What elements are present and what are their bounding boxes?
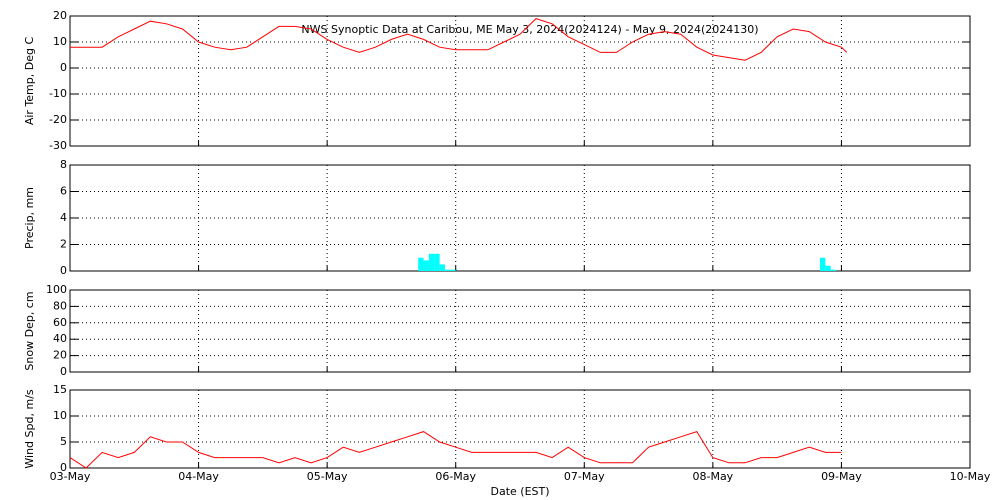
y-tick-label: 2 (60, 238, 67, 251)
bar (423, 260, 429, 271)
plot-frame (69, 389, 971, 469)
y-tick-label: 80 (53, 299, 67, 312)
x-tick-label: 04-May (178, 470, 219, 483)
y-tick-label: -10 (49, 87, 67, 100)
plot-frame (69, 15, 971, 147)
plot-frame (69, 289, 971, 373)
bar (820, 257, 826, 271)
plot-frame (69, 164, 971, 272)
x-tick-label: 06-May (435, 470, 476, 483)
data-line (70, 18, 848, 61)
y-axis-label: Air Temp, Deg C (23, 37, 36, 126)
x-tick-label: 03-May (50, 470, 91, 483)
bar (428, 253, 435, 271)
bar (418, 257, 424, 271)
y-tick-label: 40 (53, 332, 67, 345)
y-axis-label: Snow Dep, cm (23, 291, 36, 370)
y-tick-label: 15 (53, 383, 67, 396)
y-tick-label: 0 (60, 365, 67, 378)
bar (830, 269, 837, 271)
bar (445, 269, 451, 271)
y-tick-label: 0 (60, 264, 67, 277)
x-tick-label: 10-May (950, 470, 991, 483)
y-tick-label: -30 (49, 139, 67, 152)
bar (439, 264, 445, 271)
x-tick-label: 07-May (564, 470, 605, 483)
y-tick-label: 0 (60, 61, 67, 74)
data-line (69, 431, 842, 469)
x-axis-label: Date (EST) (490, 485, 549, 498)
bar (434, 253, 440, 271)
y-axis-label: Wind Spd, m/s (23, 389, 36, 469)
y-tick-label: 20 (53, 9, 67, 22)
y-tick-label: 20 (53, 349, 67, 362)
y-tick-label: 10 (53, 35, 67, 48)
y-axis-label: Precip, mm (23, 187, 36, 249)
x-tick-label: 09-May (821, 470, 862, 483)
y-tick-label: 4 (60, 211, 67, 224)
y-tick-label: 60 (53, 316, 67, 329)
x-tick-label: 08-May (692, 470, 733, 483)
y-tick-label: -20 (49, 113, 67, 126)
y-tick-label: 100 (46, 283, 67, 296)
y-tick-label: 0 (60, 461, 67, 474)
bar (450, 269, 456, 271)
y-tick-label: 5 (60, 435, 67, 448)
x-tick-label: 05-May (307, 470, 348, 483)
bar (825, 265, 831, 271)
y-tick-label: 6 (60, 185, 67, 198)
y-tick-label: 10 (53, 409, 67, 422)
y-tick-label: 8 (60, 158, 67, 171)
chart-title: NWS Synoptic Data at Caribou, ME May 3, … (301, 23, 758, 36)
